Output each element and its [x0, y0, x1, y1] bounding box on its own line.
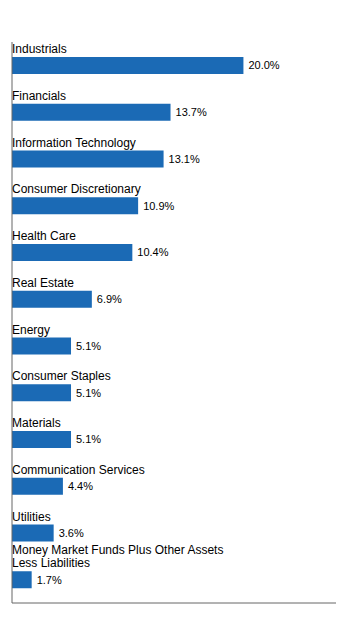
svg-text:13.1%: 13.1%	[169, 153, 200, 165]
svg-text:Energy: Energy	[12, 323, 50, 337]
svg-text:Information Technology: Information Technology	[12, 136, 136, 150]
svg-text:Industrials: Industrials	[12, 42, 67, 56]
svg-text:10.9%: 10.9%	[143, 200, 174, 212]
svg-text:Health Care: Health Care	[12, 229, 76, 243]
svg-text:1.7%: 1.7%	[37, 574, 62, 586]
svg-text:5.1%: 5.1%	[76, 433, 101, 445]
svg-text:Financials: Financials	[12, 89, 66, 103]
svg-text:Consumer Discretionary: Consumer Discretionary	[12, 182, 141, 196]
svg-text:Consumer Staples: Consumer Staples	[12, 369, 111, 383]
svg-text:6.9%: 6.9%	[97, 293, 122, 305]
svg-text:Materials: Materials	[12, 416, 61, 430]
svg-text:Money Market Funds Plus Other: Money Market Funds Plus Other AssetsLess…	[12, 543, 223, 570]
svg-text:Communication Services: Communication Services	[12, 463, 145, 477]
svg-text:5.1%: 5.1%	[76, 387, 101, 399]
svg-text:3.6%: 3.6%	[59, 527, 84, 539]
svg-text:4.4%: 4.4%	[68, 480, 93, 492]
svg-text:20.0%: 20.0%	[248, 59, 279, 71]
svg-text:Real Estate: Real Estate	[12, 276, 74, 290]
svg-text:5.1%: 5.1%	[76, 340, 101, 352]
svg-text:Utilities: Utilities	[12, 510, 51, 524]
svg-text:13.7%: 13.7%	[176, 106, 207, 118]
svg-text:10.4%: 10.4%	[137, 246, 168, 258]
